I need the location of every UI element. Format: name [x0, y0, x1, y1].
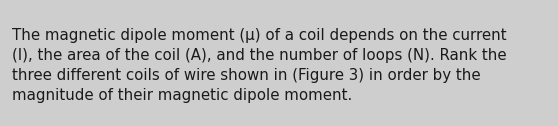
Text: The magnetic dipole moment (μ) of a coil depends on the current
(I), the area of: The magnetic dipole moment (μ) of a coil… [12, 28, 507, 103]
